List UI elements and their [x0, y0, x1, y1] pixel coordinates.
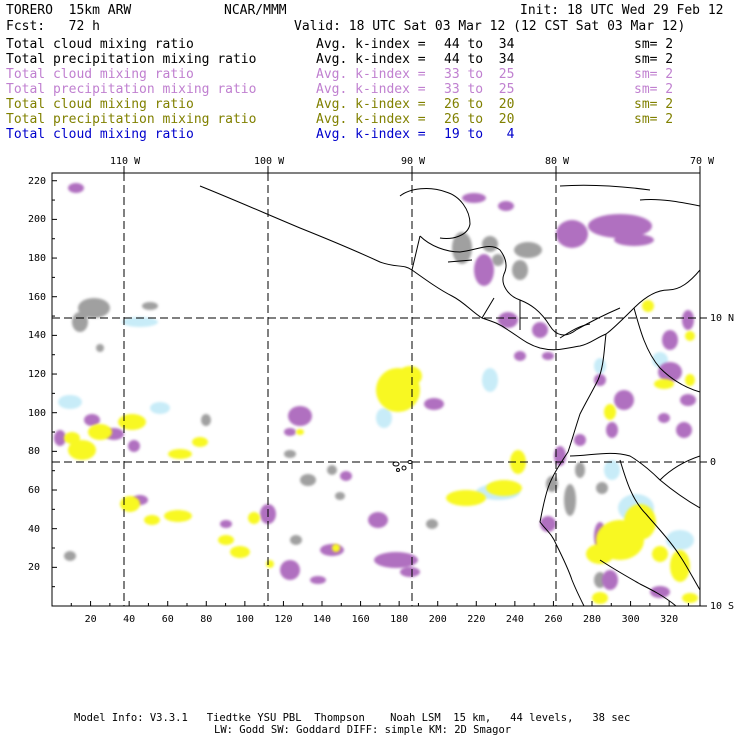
bottom-axis-label: 100: [235, 614, 254, 625]
bottom-axis-label: 320: [660, 614, 679, 625]
lon-label-70w: 70 W: [690, 156, 715, 167]
legend-smoothing: sm= 2: [634, 52, 674, 67]
legend-kindex: Avg. k-index =: [316, 37, 426, 52]
left-axis-label: 200: [28, 214, 47, 226]
left-axis-label: 160: [28, 291, 47, 303]
bottom-axis-label: 120: [274, 614, 293, 625]
bottom-axis-label: 20: [84, 614, 97, 625]
left-axis-label: 220: [28, 175, 47, 187]
legend-range: 33 to 25: [444, 82, 515, 97]
lon-label-80w: 80 W: [545, 156, 570, 167]
legend-field: Total cloud mixing ratio: [6, 127, 194, 142]
top-lon-ticks: [123, 166, 701, 173]
valid-time: Valid: 18 UTC Sat 03 Mar 12 (12 CST Sat …: [294, 19, 686, 34]
legend-kindex: Avg. k-index =: [316, 67, 426, 82]
legend-kindex: Avg. k-index =: [316, 52, 426, 67]
plot-frame: [51, 172, 701, 607]
legend-kindex: Avg. k-index =: [316, 97, 426, 112]
bottom-axis-label: 200: [428, 614, 447, 625]
left-axis-label: 100: [28, 407, 47, 419]
legend-range: 26 to 20: [444, 97, 515, 112]
bottom-axis-label: 60: [161, 614, 174, 625]
legend-range: 44 to 34: [444, 52, 515, 67]
legend-kindex: Avg. k-index =: [316, 82, 426, 97]
model-title: TORERO 15km ARW: [6, 3, 132, 18]
gray-field: [64, 232, 608, 588]
graticule: [52, 173, 700, 606]
legend-field: Total cloud mixing ratio: [6, 97, 194, 112]
legend-field: Total precipitation mixing ratio: [6, 52, 257, 67]
legend-smoothing: sm= 2: [634, 37, 674, 52]
bottom-axis-label: 280: [583, 614, 602, 625]
bottom-axis-label: 160: [351, 614, 370, 625]
left-axis-label: 180: [28, 253, 47, 265]
legend-smoothing: sm= 2: [634, 97, 674, 112]
legend-field: Total cloud mixing ratio: [6, 37, 194, 52]
lon-label-100w: 100 W: [254, 156, 285, 167]
bottom-axis-label: 220: [467, 614, 486, 625]
left-ticks: [52, 180, 57, 588]
left-axis-label: 140: [28, 330, 47, 342]
legend-range: 19 to 4: [444, 127, 515, 142]
bottom-axis-label: 260: [544, 614, 563, 625]
legend-smoothing: sm= 2: [634, 112, 674, 127]
legend-kindex: Avg. k-index =: [316, 112, 426, 127]
legend-field: Total precipitation mixing ratio: [6, 82, 257, 97]
lat-label-10s: 10 S: [710, 601, 735, 612]
forecast-hour: Fcst: 72 h: [6, 19, 100, 34]
left-axis-label: 80: [28, 446, 41, 458]
bottom-axis-label: 300: [621, 614, 640, 625]
legend-kindex: Avg. k-index =: [316, 127, 426, 142]
bottom-axis-label: 80: [200, 614, 213, 625]
legend-range: 26 to 20: [444, 112, 515, 127]
lat-label-0: 0: [710, 457, 717, 468]
right-lat-ticks: [700, 317, 707, 607]
physics-info: LW: Godd SW: Goddard DIFF: simple KM: 2D…: [214, 724, 512, 736]
bottom-axis-label: 40: [123, 614, 136, 625]
lon-label-90w: 90 W: [401, 156, 426, 167]
coastlines: [199, 184, 700, 606]
lat-label-10n: 10 N: [710, 313, 735, 324]
bottom-axis-label: 140: [313, 614, 332, 625]
left-axis-label: 40: [28, 523, 41, 535]
left-axis-label: 60: [28, 485, 41, 497]
center-label: NCAR/MMM: [224, 3, 287, 18]
bottom-axis-label: 180: [390, 614, 409, 625]
legend-range: 33 to 25: [444, 67, 515, 82]
legend-smoothing: sm= 2: [634, 82, 674, 97]
yellow-field: [64, 300, 698, 604]
init-time: Init: 18 UTC Wed 29 Feb 12: [520, 3, 724, 18]
legend-range: 44 to 34: [444, 37, 515, 52]
bottom-axis-label: 240: [505, 614, 524, 625]
weather-fields: [54, 183, 698, 604]
legend-field: Total precipitation mixing ratio: [6, 112, 257, 127]
left-axis-label: 20: [28, 562, 41, 574]
model-info: Model Info: V3.3.1 Tiedtke YSU PBL Thomp…: [74, 712, 631, 724]
bottom-ticks: [70, 601, 689, 606]
left-axis-label: 120: [28, 369, 47, 381]
legend-field: Total cloud mixing ratio: [6, 67, 194, 82]
legend-smoothing: sm= 2: [634, 67, 674, 82]
lon-label-110w: 110 W: [110, 156, 141, 167]
